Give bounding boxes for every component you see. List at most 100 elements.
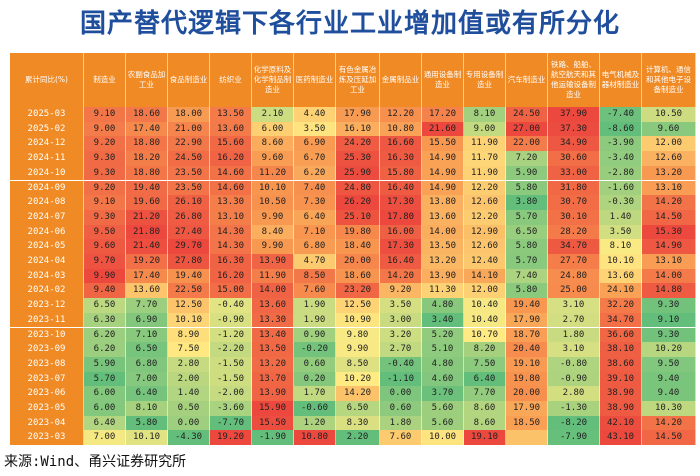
row-label: 2024-12 xyxy=(10,136,84,152)
heatmap-cell: -1.50 xyxy=(210,356,252,372)
heatmap-cell: 15.00 xyxy=(210,283,252,299)
heatmap-cell: 18.60 xyxy=(126,107,168,122)
heatmap-cell: 15.80 xyxy=(380,165,422,181)
heatmap-cell: 3.10 xyxy=(548,298,600,313)
heatmap-cell: 9.60 xyxy=(642,121,696,137)
heatmap-cell: 2.80 xyxy=(168,356,210,372)
heatmap-cell: 7.40 xyxy=(294,180,336,196)
heatmap-cell: 21.00 xyxy=(168,121,210,137)
heatmap-cell: 26.10 xyxy=(168,195,210,210)
heatmap-cell: 39.10 xyxy=(600,371,642,387)
chart-title: 国产替代逻辑下各行业工业增加值或有所分化 xyxy=(79,9,620,39)
heatmap-cell: -1.20 xyxy=(210,327,252,343)
heatmap-cell: 11.20 xyxy=(252,165,294,181)
row-label: 2023-08 xyxy=(10,356,84,372)
heatmap-cell: 29.70 xyxy=(168,239,210,254)
column-header: 通用设备制造业 xyxy=(422,53,464,107)
heatmap-cell: -7.90 xyxy=(548,430,600,446)
heatmap-cell: 9.40 xyxy=(84,283,126,299)
heatmap-cell: 14.00 xyxy=(642,268,696,284)
heatmap-cell: 16.10 xyxy=(336,121,380,137)
heatmap-cell: 6.90 xyxy=(294,136,336,152)
heatmap-cell: 2.80 xyxy=(548,386,600,401)
heatmap-cell: 9.50 xyxy=(642,356,696,372)
heatmap-cell: 14.00 xyxy=(422,224,464,240)
heatmap-cell: -8.60 xyxy=(600,121,642,137)
heatmap-cell: 20.40 xyxy=(506,342,548,357)
heatmap-cell: 21.20 xyxy=(126,209,168,225)
heatmap-cell: 14.90 xyxy=(642,239,696,254)
heatmap-cell: 27.00 xyxy=(506,121,548,137)
heatmap-cell: -1.50 xyxy=(210,371,252,387)
heatmap-cell: 9.30 xyxy=(642,327,696,343)
heatmap-cell: 21.40 xyxy=(126,239,168,254)
heatmap-cell: 24.10 xyxy=(600,283,642,299)
heatmap-cell: 6.50 xyxy=(336,401,380,416)
heatmap-cell: 14.20 xyxy=(642,415,696,431)
heatmap-cell: 14.90 xyxy=(422,165,464,181)
heatmap-cell: 18.70 xyxy=(506,327,548,343)
heatmap-cell: 9.40 xyxy=(642,386,696,401)
heatmap-cell: 3.50 xyxy=(380,298,422,313)
heatmap-cell: 7.20 xyxy=(506,151,548,166)
heatmap-cell: 14.60 xyxy=(210,180,252,196)
row-label: 2023-12 xyxy=(10,298,84,313)
heatmap-cell: 24.80 xyxy=(336,180,380,196)
column-header: 电气机械及器材制造业 xyxy=(600,53,642,107)
heatmap-cell: -2.00 xyxy=(210,386,252,401)
heatmap-cell: 8.50 xyxy=(336,356,380,372)
heatmap-cell: -8.20 xyxy=(548,415,600,431)
heatmap-cell: 8.40 xyxy=(252,224,294,240)
heatmap-cell: 9.20 xyxy=(84,136,126,152)
column-header: 化学原料及化学制品制造业 xyxy=(252,53,294,107)
heatmap-cell: 17.30 xyxy=(380,239,422,254)
heatmap-cell: 13.30 xyxy=(210,195,252,210)
heatmap-cell: 14.30 xyxy=(210,224,252,240)
heatmap-cell: 30.60 xyxy=(548,151,600,166)
row-label: 2024-02 xyxy=(10,283,84,299)
heatmap-cell: 0.90 xyxy=(294,327,336,343)
heatmap-cell: 7.60 xyxy=(294,283,336,299)
row-label: 2023-06 xyxy=(10,386,84,401)
row-label: 2023-09 xyxy=(10,342,84,357)
column-header: 计算机、通信和其他电子设备制造业 xyxy=(642,53,696,107)
heatmap-cell: 21.60 xyxy=(422,121,464,137)
heatmap-cell: 5.10 xyxy=(422,342,464,357)
row-label: 2023-10 xyxy=(10,327,84,343)
heatmap-cell: 19.20 xyxy=(126,254,168,269)
heatmap-cell: 24.20 xyxy=(336,136,380,152)
heatmap-cell: 1.40 xyxy=(600,209,642,225)
heatmap-cell: 18.00 xyxy=(168,107,210,122)
heatmap-cell: 14.20 xyxy=(380,268,422,284)
heatmap-cell: 32.20 xyxy=(600,298,642,313)
heatmap-cell: 12.20 xyxy=(464,180,506,196)
heatmap-cell: 5.80 xyxy=(506,180,548,196)
heatmap-cell: 9.90 xyxy=(252,209,294,225)
heatmap-cell: 16.30 xyxy=(380,151,422,166)
heatmap-cell: 13.30 xyxy=(252,312,294,328)
heatmap-cell: 16.40 xyxy=(380,254,422,269)
heatmap-cell: -7.40 xyxy=(600,107,642,122)
column-header: 医药制造业 xyxy=(294,53,336,107)
heatmap-cell: 0.00 xyxy=(168,415,210,431)
heatmap-cell: 19.80 xyxy=(506,371,548,387)
row-label: 2023-05 xyxy=(10,401,84,416)
heatmap-cell: 23.50 xyxy=(168,180,210,196)
heatmap-cell: 9.20 xyxy=(380,283,422,299)
heatmap-cell: -0.60 xyxy=(294,401,336,416)
heatmap-cell: -3.40 xyxy=(600,151,642,166)
heatmap-cell: 14.50 xyxy=(642,209,696,225)
heatmap-cell: 18.80 xyxy=(126,165,168,181)
heatmap-cell: 27.70 xyxy=(548,254,600,269)
column-header: 农副食品加工业 xyxy=(126,53,168,107)
heatmap-cell: 25.90 xyxy=(336,165,380,181)
heatmap-cell: 4.80 xyxy=(422,298,464,313)
heatmap-cell: 9.90 xyxy=(336,342,380,357)
heatmap-cell: 9.60 xyxy=(252,151,294,166)
heatmap-cell: 37.90 xyxy=(548,107,600,122)
heatmap-cell: 10.10 xyxy=(126,430,168,446)
heatmap-cell: 8.90 xyxy=(168,327,210,343)
heatmap-cell: 9.10 xyxy=(84,107,126,122)
heatmap-cell: 22.50 xyxy=(168,283,210,299)
heatmap-cell: 18.80 xyxy=(126,136,168,152)
